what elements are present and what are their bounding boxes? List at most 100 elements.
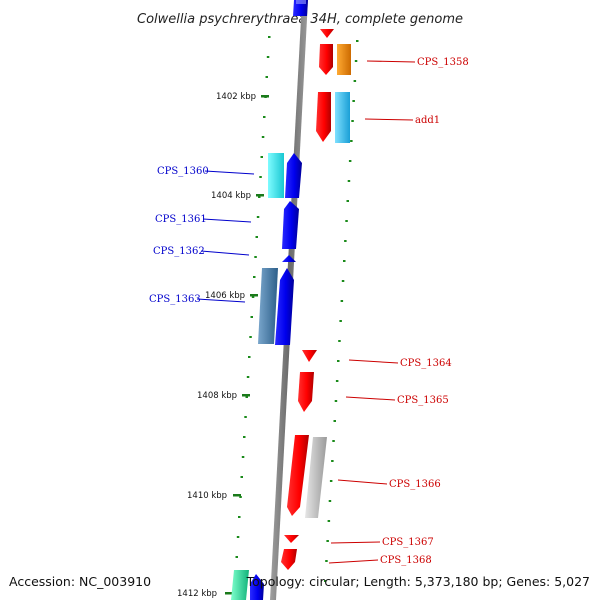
label-leader-line [345, 396, 396, 401]
minor-tick [244, 416, 247, 418]
label-leader-line [202, 218, 252, 223]
minor-tick [265, 76, 268, 78]
accession-text: Accession: NC_003910 [9, 574, 151, 589]
kbp-label: 1410 kbp [187, 491, 227, 501]
gene-arrow[interactable] [275, 268, 294, 345]
gene-label[interactable]: CPS_1364 [400, 358, 452, 369]
gene-arrow[interactable] [281, 549, 297, 570]
gene-label[interactable]: CPS_1367 [382, 537, 434, 548]
map-title: Colwellia psychrerythraea 34H, complete … [137, 12, 463, 27]
gene-label[interactable]: CPS_1360 [157, 166, 209, 177]
gene-block-orange[interactable] [337, 44, 351, 75]
minor-tick [339, 320, 342, 322]
gene-highlight [296, 0, 306, 4]
minor-tick [263, 116, 266, 118]
kbp-major-tick [256, 194, 264, 197]
minor-tick [243, 436, 246, 438]
minor-tick [241, 456, 245, 458]
minor-tick [354, 60, 358, 62]
label-leader-line [348, 359, 399, 364]
minor-tick [353, 80, 357, 82]
gene-block-cyan[interactable] [268, 153, 284, 198]
gene-arrow-small[interactable] [320, 29, 334, 38]
minor-tick [352, 100, 355, 102]
gene-label[interactable]: CPS_1368 [380, 555, 432, 566]
reverse-gene-labels: CPS_1360 CPS_1361 CPS_1362 CPS_1363 [149, 166, 255, 305]
gene-label[interactable]: add1 [415, 115, 440, 126]
gene-label[interactable]: CPS_1366 [389, 479, 441, 490]
gene-arrow[interactable] [319, 44, 333, 75]
minor-tick [239, 496, 242, 498]
gene-block-lightblue[interactable] [335, 92, 350, 143]
gene-arrow-small[interactable] [282, 255, 296, 262]
kbp-label: 1412 kbp [177, 589, 217, 599]
forward-strand-genes [281, 29, 351, 570]
minor-tick [246, 376, 250, 378]
kbp-major-tick [225, 592, 233, 595]
kbp-label: 1408 kbp [197, 391, 237, 401]
kbp-label: 1406 kbp [205, 291, 245, 301]
gene-label[interactable]: CPS_1362 [153, 246, 205, 257]
minor-tick [240, 476, 243, 478]
minor-tick [259, 176, 262, 178]
minor-tick [344, 240, 347, 242]
gene-arrow[interactable] [250, 574, 264, 600]
minor-tick [338, 340, 341, 342]
kbp-label: 1404 kbp [211, 191, 251, 201]
kbp-label: 1402 kbp [216, 92, 256, 102]
gene-arrow[interactable] [282, 201, 299, 249]
gene-label[interactable]: CPS_1363 [149, 294, 201, 305]
gene-arrow[interactable] [298, 372, 314, 412]
label-leader-line [200, 250, 250, 256]
minor-tick [254, 256, 257, 258]
minor-tick [345, 220, 348, 222]
gene-block-green[interactable] [231, 570, 249, 600]
minor-tick [341, 280, 345, 282]
minor-tick [346, 200, 349, 202]
minor-tick [248, 356, 251, 358]
minor-tick [332, 440, 335, 442]
minor-tick [249, 336, 252, 338]
forward-gene-labels: CPS_1358 add1 CPS_1364 CPS_1365 CPS_1366… [328, 57, 469, 566]
minor-tick [350, 140, 353, 142]
left-tick-track [233, 36, 271, 598]
label-leader-line [366, 60, 416, 63]
gene-block-gray[interactable] [305, 437, 327, 518]
gene-label[interactable]: CPS_1365 [397, 395, 449, 406]
minor-tick [343, 260, 346, 262]
gene-arrow[interactable] [316, 92, 331, 142]
minor-tick [235, 556, 238, 558]
gene-block-steelblue[interactable] [258, 268, 278, 344]
kbp-major-tick [261, 95, 269, 98]
gene-label[interactable]: CPS_1361 [155, 214, 207, 225]
gene-arrow-small[interactable] [284, 535, 299, 543]
minor-tick [331, 460, 334, 462]
minor-tick [245, 396, 248, 398]
gene-arrow[interactable] [285, 153, 302, 198]
minor-tick [356, 40, 359, 42]
minor-tick [258, 196, 261, 198]
minor-tick [260, 156, 263, 158]
minor-tick [337, 360, 340, 362]
minor-tick [324, 580, 327, 582]
kbp-major-tick [242, 394, 250, 397]
gene-arrow[interactable] [287, 435, 309, 516]
minor-tick [261, 136, 265, 138]
minor-tick [328, 500, 332, 502]
minor-tick [266, 56, 270, 58]
minor-tick [327, 520, 331, 522]
minor-tick [253, 276, 256, 278]
gene-label[interactable]: CPS_1358 [417, 57, 469, 68]
topology-text: Topology: circular; Length: 5,373,180 bp… [246, 574, 590, 589]
minor-tick [335, 380, 339, 382]
minor-tick [347, 180, 351, 182]
label-leader-line [337, 479, 388, 485]
label-leader-line [196, 298, 246, 303]
right-tick-track [324, 40, 359, 582]
label-leader-line [328, 559, 379, 564]
gene-arrow-small[interactable] [302, 350, 317, 362]
minor-tick [256, 216, 260, 218]
minor-tick [340, 300, 344, 302]
